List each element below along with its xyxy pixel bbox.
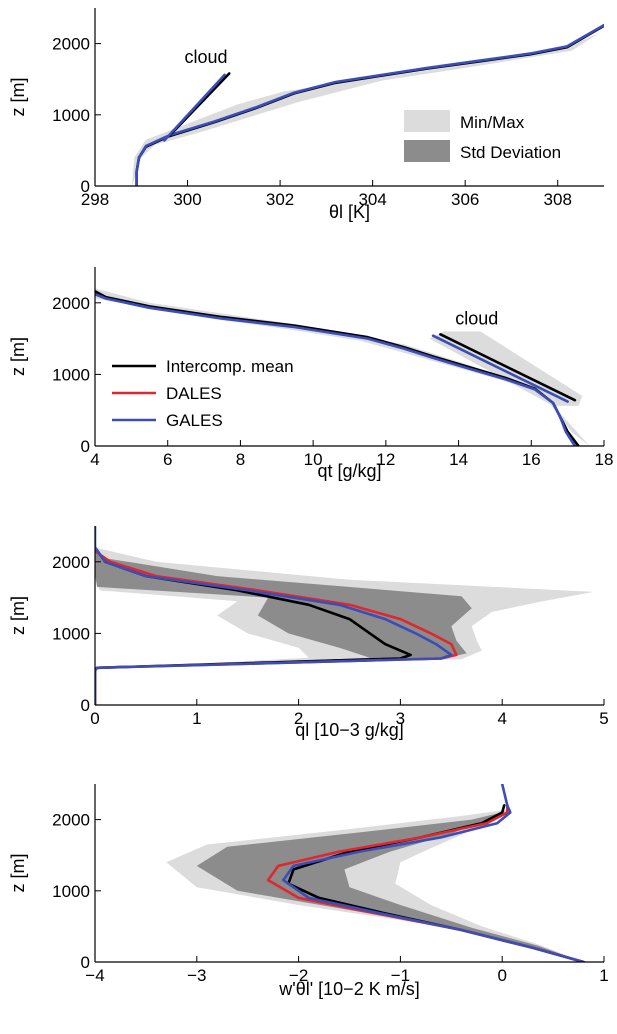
x-tick-label: 304 xyxy=(358,190,386,209)
series-gales xyxy=(95,292,577,446)
series-gales xyxy=(281,784,585,962)
x-tick-label: 12 xyxy=(376,450,395,469)
chart-panel-3: 0 1 2 3 4 5 0 1000 2000 z [m] ql [10−3 g/kg] xyxy=(8,526,609,740)
x-tick-label: −1 xyxy=(391,966,410,985)
cloud-annotation: cloud xyxy=(455,308,498,328)
y-tick-label: 1000 xyxy=(52,624,90,643)
series-line xyxy=(163,73,226,142)
y-tick-label: 0 xyxy=(81,953,90,972)
x-tick-label: 300 xyxy=(173,190,201,209)
x-tick-label: 10 xyxy=(304,450,323,469)
data-layer xyxy=(166,784,585,962)
minmax-band xyxy=(132,32,600,186)
y-tick-label: 2000 xyxy=(52,553,90,572)
legend-label: GALES xyxy=(166,411,223,430)
x-tick-label: 302 xyxy=(266,190,294,209)
y-tick-label: 0 xyxy=(81,177,90,196)
legend-label: Std Deviation xyxy=(460,143,561,162)
stddev-band xyxy=(95,551,472,671)
chart-panel-2: 4 6 8 10 12 14 16 18 0 1000 2000 z [m] qt [g/kg] clou… xyxy=(8,267,613,481)
legend-label: Min/Max xyxy=(460,113,525,132)
x-tick-label: −4 xyxy=(85,966,104,985)
x-tick-label: 1 xyxy=(599,966,608,985)
x-axis-label: w'θl' [10−2 K m/s] xyxy=(278,979,419,999)
y-tick-label: 2000 xyxy=(52,811,90,830)
y-axis-label: z [m] xyxy=(8,854,28,893)
legend-label: DALES xyxy=(166,384,222,403)
y-tick-label: 0 xyxy=(81,437,90,456)
y-tick-label: 2000 xyxy=(52,294,90,313)
x-tick-label: 3 xyxy=(396,709,405,728)
x-tick-label: 308 xyxy=(544,190,572,209)
chart-panel-1: 298 300 302 304 306 308 0 1000 2000 z [m] θl [K] cl… xyxy=(8,8,604,222)
legend-swatch-minmax xyxy=(404,110,450,132)
y-tick-label: 1000 xyxy=(52,106,90,125)
cloud-annotation: cloud xyxy=(185,47,228,67)
x-tick-label: 0 xyxy=(90,709,99,728)
y-tick-label: 0 xyxy=(81,696,90,715)
x-tick-label: 14 xyxy=(449,450,468,469)
x-tick-label: 16 xyxy=(522,450,541,469)
x-tick-label: 4 xyxy=(497,709,506,728)
x-tick-label: 8 xyxy=(236,450,245,469)
chart-panel-4: −4 −3 −2 −1 0 1 0 1000 2000 z [m] w'θl' [10−2 K m/… xyxy=(8,784,609,999)
legend-label: Intercomp. mean xyxy=(166,357,294,376)
series-line xyxy=(439,332,577,402)
data-layer xyxy=(95,288,590,446)
x-axis-label: θl [K] xyxy=(329,202,370,222)
x-tick-label: 1 xyxy=(192,709,201,728)
x-tick-label: 5 xyxy=(599,709,608,728)
x-tick-label: −2 xyxy=(289,966,308,985)
y-axis-label: z [m] xyxy=(8,596,28,635)
x-tick-label: 4 xyxy=(90,450,99,469)
x-tick-label: 298 xyxy=(81,190,109,209)
minmax-band xyxy=(429,331,583,406)
y-axis-label: z [m] xyxy=(8,78,28,117)
y-tick-label: 1000 xyxy=(52,365,90,384)
x-tick-label: 18 xyxy=(595,450,614,469)
y-tick-label: 1000 xyxy=(52,882,90,901)
x-axis-label: qt [g/kg] xyxy=(317,461,381,481)
x-tick-label: 306 xyxy=(451,190,479,209)
data-layer xyxy=(95,526,594,705)
series-line xyxy=(135,23,604,186)
stddev-band xyxy=(196,811,584,962)
x-tick-label: 0 xyxy=(497,966,506,985)
series-gales xyxy=(95,526,453,705)
series-line xyxy=(431,334,569,403)
x-tick-label: 6 xyxy=(163,450,172,469)
data-layer xyxy=(132,23,604,186)
x-tick-label: 2 xyxy=(294,709,303,728)
y-tick-label: 2000 xyxy=(52,35,90,54)
x-tick-label: −3 xyxy=(187,966,206,985)
y-axis-label: z [m] xyxy=(8,337,28,376)
x-axis-label: ql [10−3 g/kg] xyxy=(295,720,404,740)
legend-swatch-stddev xyxy=(404,140,450,162)
